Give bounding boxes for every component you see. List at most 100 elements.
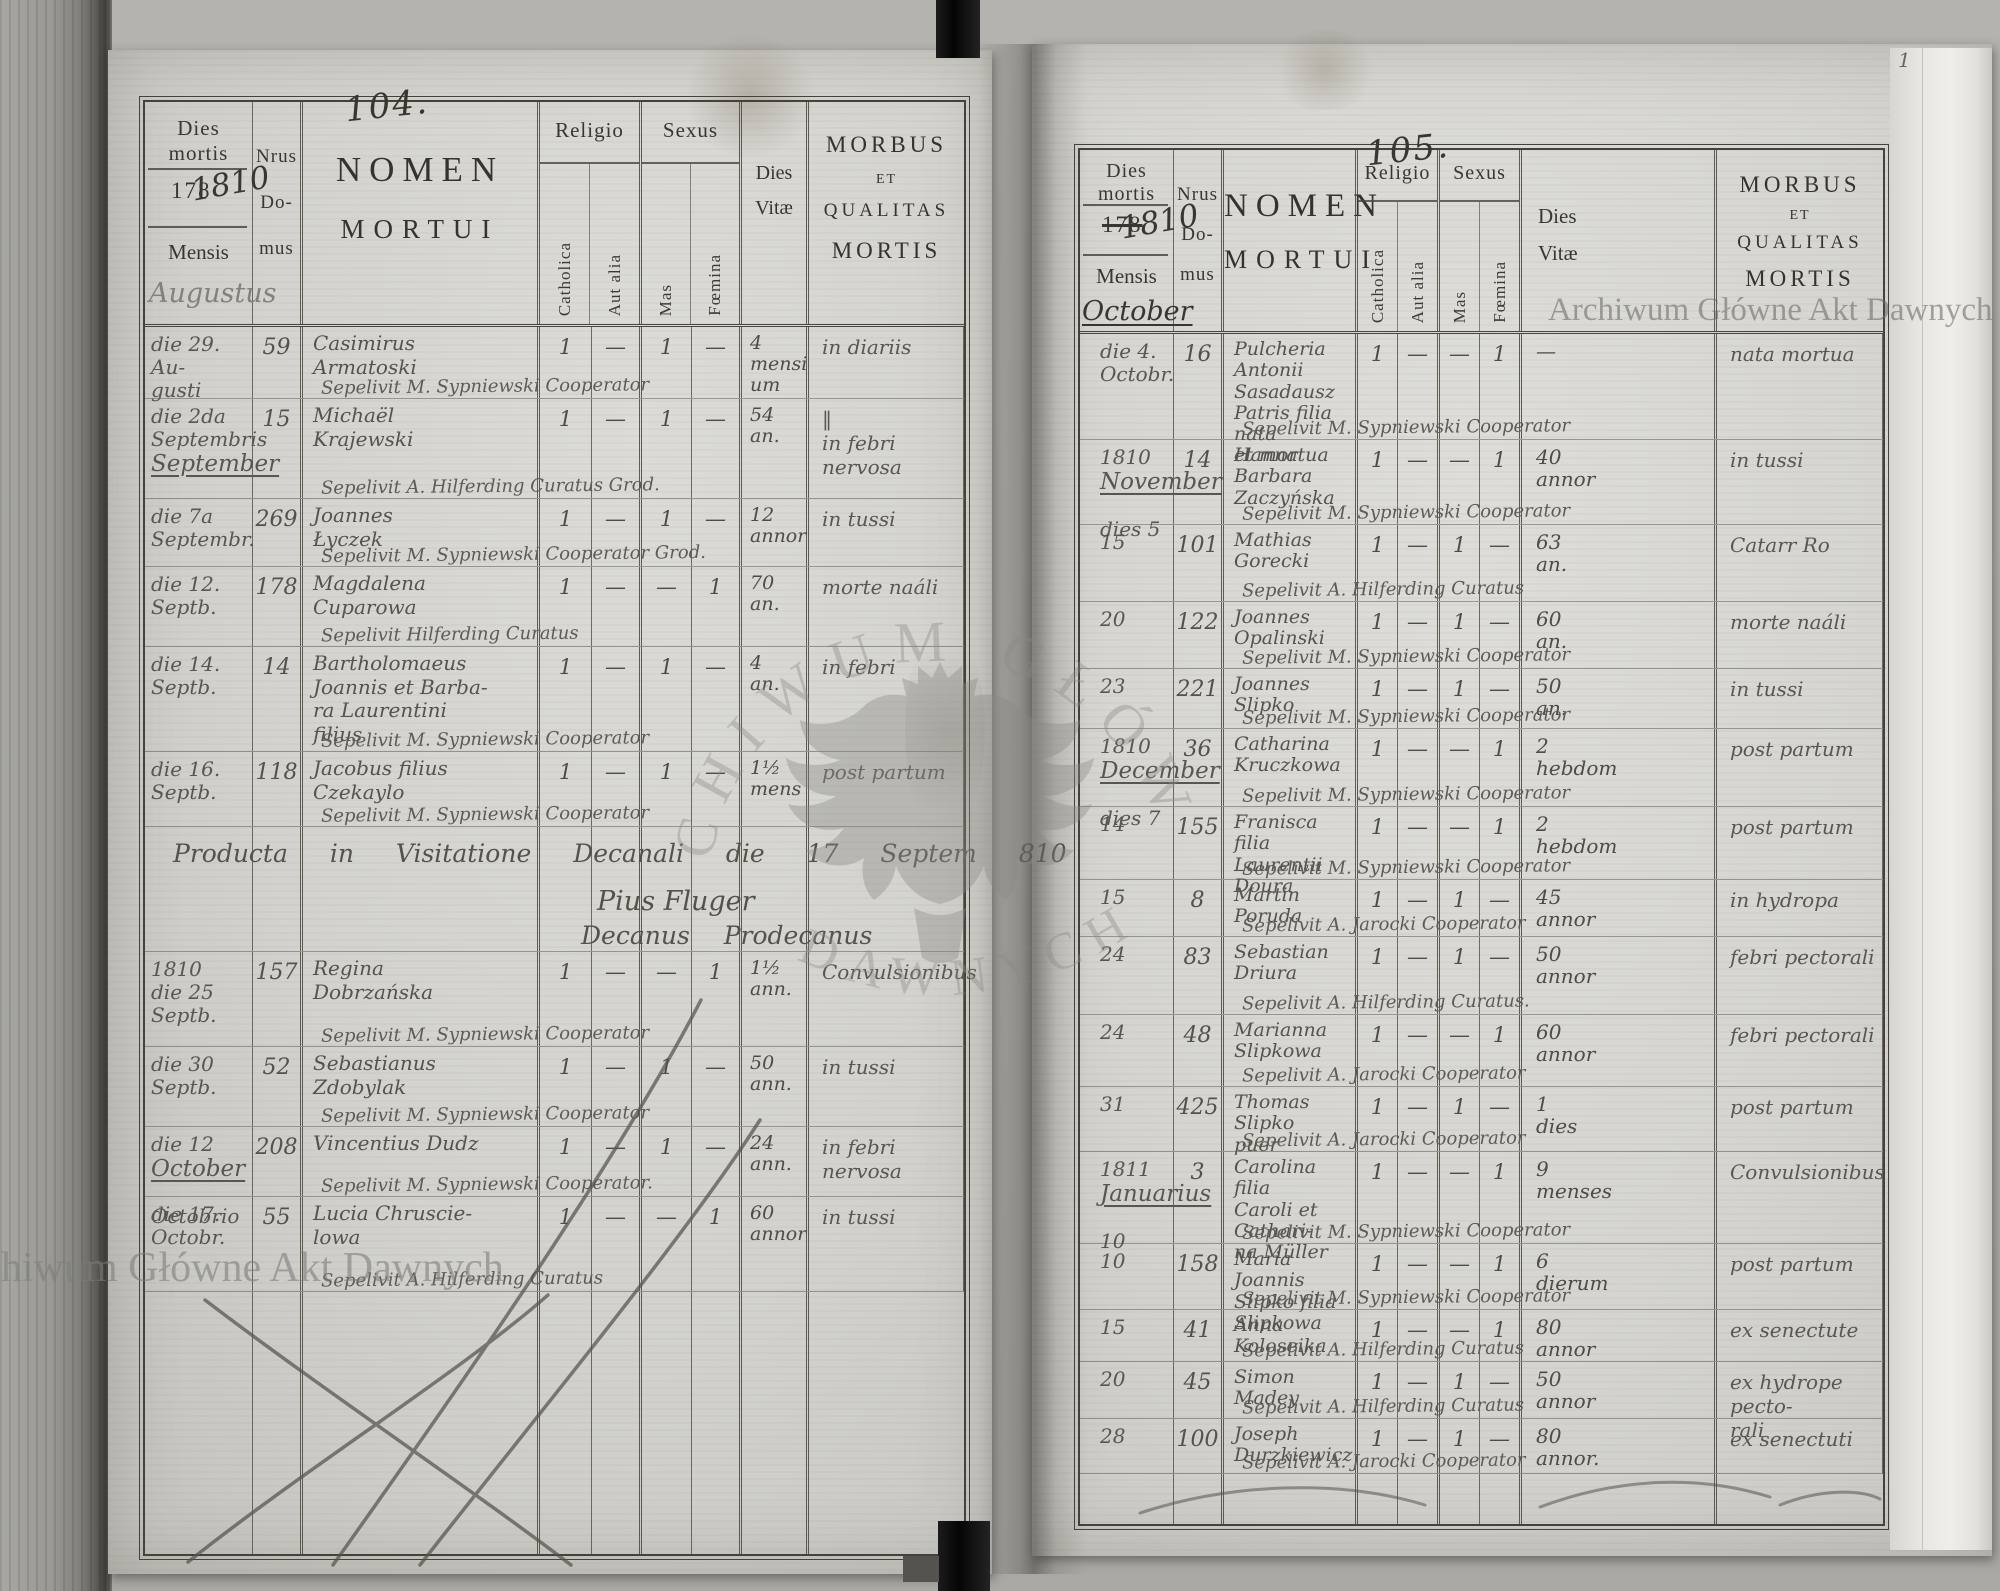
house-number-cell: 122 [1174, 602, 1224, 668]
date-text: die 12 [151, 1132, 214, 1156]
empty-cell [692, 827, 742, 951]
name-cell: Anna Koloseika [1224, 1310, 1358, 1361]
date-text-2: dies 7 [1100, 806, 1161, 831]
foemina-mark-cell: — [1480, 669, 1522, 728]
dies-vitae-cell: 9 menses [1522, 1152, 1717, 1243]
dies-mortis-label: Dies mortis [1097, 160, 1156, 205]
dies-mortis-cell: 28 [1080, 1419, 1174, 1473]
morbus-cell: post partum [809, 752, 964, 826]
dies-vitae-cell: 2 hebdom [1522, 729, 1717, 806]
header-rule [148, 168, 247, 170]
catholica-mark-cell: 1 [1358, 1152, 1398, 1243]
sepelivit-line: Sepelivit A. Jarocki Cooperator [1241, 1449, 1526, 1474]
foemina-mark-cell: 1 [1480, 807, 1522, 879]
aut-alia-mark-cell: — [1398, 440, 1440, 524]
house-number-cell: 14 [1174, 440, 1224, 524]
house-number-cell: 155 [1174, 807, 1224, 879]
sepelivit-line: Sepelivit A. Jarocki Cooperator [1241, 912, 1526, 937]
mus-label: mus [1180, 264, 1215, 285]
mas-mark-cell: 1 [642, 1047, 692, 1126]
visitation-note-line1: Producta in Visitatione Decanali die 17 … [173, 839, 1067, 868]
dies-vitae-cell: 80 annor [1522, 1310, 1717, 1361]
foemina-mark-cell: 1 [692, 952, 742, 1046]
dies-vitae-cell: 12 annor [742, 499, 809, 566]
et-label: ET [1789, 208, 1811, 223]
table-row: 20 45 Simon Madey 1 — 1 — 50 annor ex hy… [1080, 1362, 1883, 1442]
empty-cell [1398, 1474, 1440, 1526]
catholica-mark-cell: 1 [1358, 440, 1398, 524]
dies-vitae-cell: 60 annor [1522, 1015, 1717, 1086]
aut-alia-mark-cell: — [1398, 525, 1440, 601]
catholica-mark-cell: 1 [540, 752, 592, 826]
religio-header-group: Religio Catholica Aut alia [1358, 150, 1440, 331]
visitation-note: Producta in Visitatione Decanali die 17 … [145, 827, 1067, 951]
empty-cell [809, 827, 964, 951]
dies-vitae-cell: 45 annor [1522, 880, 1717, 936]
dies-mortis-header: Dies mortis 178 1810 Mensis Augustus [145, 102, 277, 324]
mas-mark-cell: 1 [642, 647, 692, 751]
aut-alia-mark-cell: — [1398, 729, 1440, 806]
date-text-2: 10 [1100, 1229, 1126, 1254]
et-label: ET [875, 172, 898, 187]
dies-vitae-cell: 54 an. [742, 399, 809, 498]
vitae-label: Vitæ [1538, 241, 1578, 265]
mas-label: Mas [656, 283, 675, 316]
sepelivit-line: Sepelivit A. Hilferding Curatus [320, 1267, 604, 1292]
foemina-mark-cell: 1 [1480, 729, 1522, 806]
mortui-label: MORTUI [340, 214, 500, 244]
dies-mortis-cell: die 17. Octobr. [145, 1197, 253, 1291]
dies-mortis-cell: 1810 November dies 5 [1080, 440, 1222, 541]
house-number-cell: 16 [1174, 334, 1224, 439]
date-text: die 17. Octobr. [151, 1202, 226, 1249]
foemina-mark-cell: — [1480, 937, 1522, 1014]
mensis-label: Mensis [1096, 264, 1157, 288]
mus-label: mus [259, 238, 294, 259]
date-text: 1810 [1100, 445, 1151, 469]
catholica-subcolumn: Catholica [1358, 202, 1398, 331]
nomen-label: NOMEN [335, 150, 505, 189]
mas-mark-cell: 1 [642, 399, 692, 498]
morbus-cell: post partum [1717, 1244, 1883, 1309]
house-number-cell: 8 [1174, 880, 1224, 936]
month-annotation: December [1100, 758, 1220, 784]
mas-mark-cell: 1 [1440, 525, 1480, 601]
sepelivit-line: Sepelivit A. Hilferding Curatus. [1241, 990, 1530, 1015]
dies-vitae-header: Dies Vitæ [1522, 150, 1717, 331]
catholica-mark-cell: 1 [540, 499, 592, 566]
empty-cell [145, 827, 253, 951]
table-row: die 14. Septb. 14 Bartholomaeus Joannis … [145, 647, 964, 752]
foemina-mark-cell: 1 [1480, 334, 1522, 439]
date-text: die 12. Septb. [151, 572, 221, 619]
sepelivit-line: Sepelivit M. Sypniewski Cooperator [320, 727, 650, 752]
date-text: 28 [1100, 1424, 1126, 1448]
aut-alia-subcolumn: Aut alia [1398, 202, 1437, 331]
religio-header-group: Religio Catholica Aut alia [540, 102, 642, 324]
mas-mark-cell: — [1440, 807, 1480, 879]
morbus-cell: post partum [1717, 1087, 1883, 1151]
mas-label: Mas [1449, 290, 1469, 323]
right-page-paper [1032, 44, 1992, 1556]
empty-cell [1224, 1474, 1358, 1526]
house-number-cell: 59 [253, 327, 303, 398]
catholica-mark-cell: 1 [1358, 602, 1398, 668]
aut-alia-mark-cell: — [1398, 937, 1440, 1014]
empty-cell [303, 1292, 540, 1556]
sepelivit-line: Sepelivit A. Hilferding Curatus [1241, 577, 1525, 602]
year-printed-struck: 178 [1102, 212, 1143, 237]
foemina-mark-cell: 1 [1480, 1015, 1522, 1086]
aut-alia-mark-cell: — [1398, 602, 1440, 668]
catholica-mark-cell: 1 [540, 399, 592, 498]
name-cell: Catharina Kruczkowa [1224, 729, 1358, 806]
dies-mortis-cell: die 7a Septembr. [145, 499, 255, 566]
mensis-label: Mensis [168, 240, 229, 264]
morbus-cell: Catarr Ro [1717, 525, 1883, 601]
dies-vitae-cell: 50 an. [1522, 669, 1717, 728]
catholica-mark-cell: 1 [1358, 1087, 1398, 1151]
dies-vitae-cell: 2 hebdom [1522, 807, 1717, 879]
sepelivit-line: Sepelivit M. Sypniewski Cooperator Grod. [320, 541, 707, 568]
dies-mortis-cell: 10 [1080, 1244, 1174, 1309]
house-number-cell: 48 [1174, 1015, 1224, 1086]
house-number-cell: 83 [1174, 937, 1224, 1014]
dies-vitae-header: Dies Vitæ [742, 102, 809, 324]
table-row: die 29. Au- gusti 59 Casimirus Armatoski… [145, 327, 964, 402]
